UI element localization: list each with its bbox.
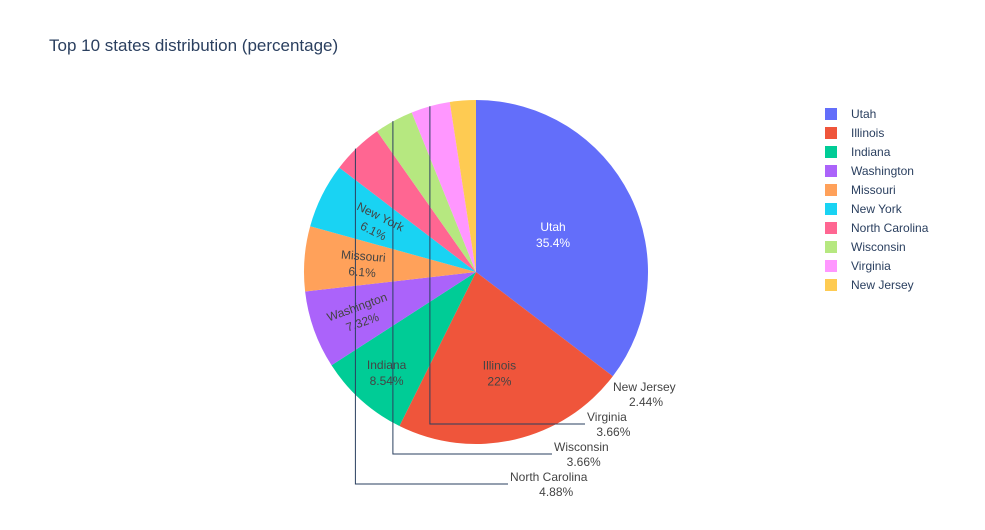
slice-label-value: 3.66%	[596, 425, 630, 439]
legend-label: Illinois	[851, 126, 884, 140]
legend-item-indiana[interactable]: Indiana	[825, 145, 891, 159]
slice-label-value: 4.88%	[539, 485, 573, 499]
pie-slice-utah[interactable]	[476, 99, 649, 377]
slice-label-value: 2.44%	[629, 395, 663, 409]
slice-label-name: Utah	[540, 220, 565, 234]
slice-label-value: 22%	[487, 375, 511, 389]
slice-label-utah: Utah 35.4%	[536, 220, 570, 250]
slice-label-name: Missouri	[341, 248, 387, 265]
legend-swatch	[825, 279, 837, 291]
legend-item-north-carolina[interactable]: North Carolina	[825, 221, 929, 235]
pie-slice-wisconsin[interactable]	[377, 112, 476, 272]
legend-label: Missouri	[851, 183, 896, 197]
slice-label-indiana: Indiana 8.54%	[367, 358, 407, 388]
legend-item-wisconsin[interactable]: Wisconsin	[825, 240, 906, 254]
pie-slice-north-carolina[interactable]	[339, 131, 476, 272]
slice-labels: Utah35.4%Illinois22%Indiana8.54%Washingt…	[325, 106, 676, 499]
leader-line-wisconsin	[392, 121, 552, 455]
pie-slice-washington[interactable]	[305, 272, 476, 366]
slice-label-name: North Carolina	[510, 470, 588, 484]
slice-label-name: Wisconsin	[554, 440, 609, 454]
legend-label: New York	[851, 202, 903, 216]
legend-item-washington[interactable]: Washington	[825, 164, 914, 178]
legend-swatch	[825, 127, 837, 139]
slice-label-name: New Jersey	[613, 380, 676, 394]
pie-slices	[303, 99, 649, 445]
pie-slice-new-jersey[interactable]	[449, 100, 476, 272]
slice-label-illinois: Illinois 22%	[483, 359, 516, 389]
legend-swatch	[825, 146, 837, 158]
slice-label-name: Virginia	[587, 410, 627, 424]
slice-label-value: 3.66%	[567, 455, 601, 469]
legend-label: Wisconsin	[851, 240, 906, 254]
legend-swatch	[825, 260, 837, 272]
legend-label: North Carolina	[851, 221, 929, 235]
legend-label: New Jersey	[851, 278, 914, 292]
slice-label-value: 35.4%	[536, 236, 570, 250]
leader-line-virginia	[429, 106, 585, 425]
chart-title: Top 10 states distribution (percentage)	[49, 36, 338, 55]
legend-label: Washington	[851, 164, 914, 178]
legend-item-illinois[interactable]: Illinois	[825, 126, 884, 140]
legend-item-new-york[interactable]: New York	[825, 202, 903, 216]
pie-slice-indiana[interactable]	[331, 272, 476, 427]
legend-swatch	[825, 184, 837, 196]
legend-item-missouri[interactable]: Missouri	[825, 183, 896, 197]
legend-swatch	[825, 241, 837, 253]
legend-item-virginia[interactable]: Virginia	[825, 259, 891, 273]
pie-slice-illinois[interactable]	[399, 272, 613, 445]
slice-label-value: 8.54%	[370, 374, 404, 388]
legend-swatch	[825, 108, 837, 120]
legend-item-utah[interactable]: Utah	[825, 107, 876, 121]
legend-swatch	[825, 222, 837, 234]
legend-label: Virginia	[851, 259, 891, 273]
slice-label-value: 6.1%	[348, 264, 377, 280]
legend-label: Utah	[851, 107, 876, 121]
leader-line-north-carolina	[354, 148, 508, 485]
slice-label-name: Illinois	[483, 359, 516, 373]
legend-swatch	[825, 203, 837, 215]
legend: Utah Illinois Indiana Washington Missouri New…	[825, 107, 929, 292]
pie-slice-virginia[interactable]	[411, 102, 476, 272]
slice-label-name: Indiana	[367, 358, 407, 372]
pie-slice-missouri[interactable]	[303, 226, 476, 292]
legend-label: Indiana	[851, 145, 891, 159]
legend-swatch	[825, 165, 837, 177]
legend-item-new-jersey[interactable]: New Jersey	[825, 278, 914, 292]
